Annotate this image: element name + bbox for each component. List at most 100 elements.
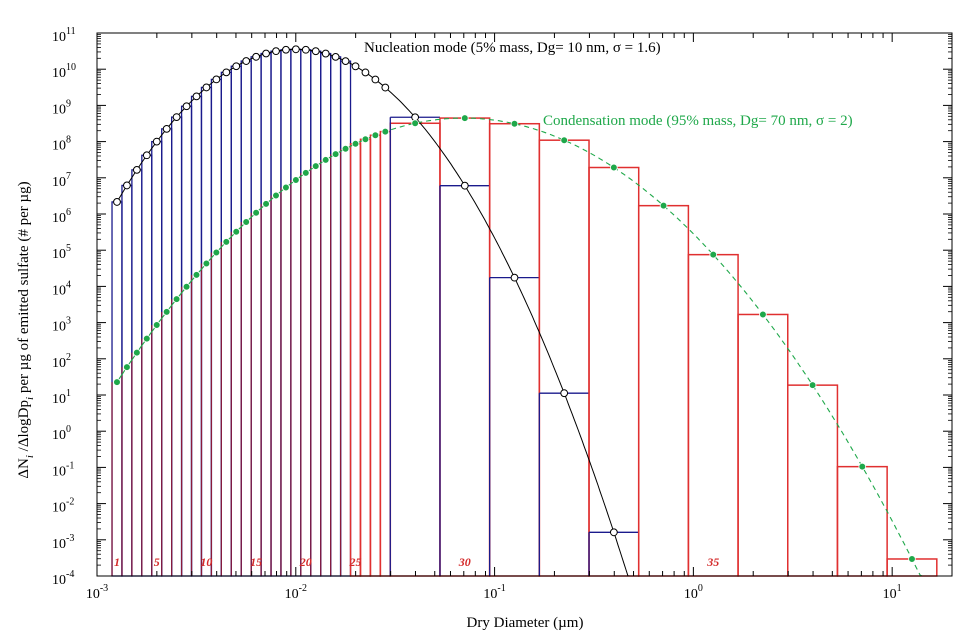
nucleation-mode-label: Nucleation mode (5% mass, Dg= 10 nm, σ =…: [364, 40, 661, 56]
x-tick-base: 10: [684, 587, 698, 602]
y-tick-exponent: 3: [66, 316, 71, 327]
condensation-point-2: [123, 363, 131, 371]
bin-34: [637, 204, 690, 577]
y-tick-label: 1011: [52, 26, 76, 45]
bin-17: [270, 50, 282, 577]
condensation-point-12: [222, 238, 231, 246]
y-tick-base: 10: [52, 139, 66, 154]
bin-32: [538, 139, 590, 577]
axes: 10-3 10-2 10-1 100 10110-410-310-210-1100101…: [52, 26, 953, 602]
nucleation-point-16: [262, 49, 270, 58]
nucleation-point-11: [212, 75, 221, 84]
condensation-point-23: [331, 150, 340, 158]
bin-28: [379, 130, 392, 577]
nucleation-point-2: [123, 181, 131, 190]
bin-number-label: 35: [706, 555, 719, 569]
condensation-point-18: [282, 183, 290, 192]
nucleation-point-9: [192, 92, 201, 101]
condensation-point-28: [381, 127, 390, 136]
x-tick-label: 10-1: [483, 583, 505, 602]
nucleation-point-3: [132, 165, 141, 174]
condensation-point-6: [162, 308, 171, 316]
condensation-point-35: [709, 250, 718, 259]
nucleation-point-31: [510, 273, 519, 282]
y-tick-base: 10: [52, 392, 66, 407]
y-tick-base: 10: [52, 283, 66, 298]
x-tick-exponent: 1: [897, 583, 902, 594]
y-tick-exponent: 2: [66, 352, 71, 363]
y-tick-label: 101: [52, 388, 71, 407]
y-tick-exponent: -1: [66, 460, 74, 471]
y-tick-base: 10: [52, 464, 66, 479]
condensation-point-36: [759, 310, 767, 319]
y-tick-base: 10: [52, 573, 66, 588]
y-tick-label: 103: [52, 316, 71, 335]
condensation-point-34: [659, 201, 668, 210]
y-axis-title: ΔNi /ΔlogDpi per µg of emitted sulfate (…: [16, 181, 36, 478]
condensation-point-9: [192, 271, 201, 279]
bin-25: [349, 143, 362, 577]
y-tick-base: 10: [52, 102, 66, 117]
y-axis-title-sub2: i: [24, 397, 36, 400]
y-tick-exponent: 10: [66, 62, 76, 73]
y-tick-exponent: -3: [66, 533, 74, 544]
nucleation-point-8: [182, 102, 191, 111]
bin-12: [220, 71, 232, 577]
x-tick-base: 10: [883, 587, 897, 602]
y-axis-title-main: ΔN: [16, 458, 32, 479]
x-tick-exponent: -3: [100, 583, 108, 594]
y-tick-base: 10: [52, 320, 66, 335]
bin-18: [280, 49, 292, 577]
y-tick-exponent: 11: [66, 26, 76, 37]
nucleation-point-22: [321, 49, 330, 58]
nucleation-point-4: [142, 151, 151, 160]
nucleation-point-25: [351, 62, 360, 71]
bin-14: [240, 60, 252, 577]
y-tick-label: 104: [52, 279, 71, 298]
y-tick-exponent: 9: [66, 98, 71, 109]
nucleation-point-20: [301, 45, 310, 54]
y-tick-exponent: 1: [66, 388, 71, 399]
condensation-mode-label: Condensation mode (95% mass, Dg= 70 nm, …: [543, 113, 853, 129]
y-tick-exponent: -2: [66, 497, 74, 508]
bin-number-label: 25: [349, 555, 362, 569]
bin-6: [161, 128, 173, 577]
condensation-point-25: [351, 140, 360, 148]
y-axis-title-sub1: i: [24, 455, 36, 458]
bin-13: [230, 65, 242, 577]
nucleation-point-17: [272, 47, 280, 56]
nucleation-point-19: [291, 45, 300, 54]
y-tick-label: 108: [52, 135, 71, 154]
y-tick-label: 107: [52, 171, 71, 190]
condensation-point-1: [113, 378, 121, 386]
bin-5: [151, 140, 163, 577]
condensation-point-13: [232, 227, 241, 236]
condensation-point-20: [302, 169, 310, 177]
nucleation-point-1: [113, 198, 121, 206]
x-tick-exponent: -1: [497, 583, 505, 594]
bin-20: [300, 49, 312, 577]
x-tick-base: 10: [86, 587, 100, 602]
bin-37: [787, 384, 839, 577]
bin-16: [260, 52, 272, 577]
bin-number-labels: 1 5 10 15 20 25 30 35: [114, 555, 719, 569]
nucleation-point-14: [242, 57, 251, 65]
y-tick-label: 106: [52, 207, 71, 226]
y-tick-label: 100: [52, 424, 71, 443]
nucleation-point-33: [609, 528, 618, 537]
plot-frame: [96, 32, 953, 577]
bin-4: [141, 154, 153, 577]
bin-number-label: 10: [200, 555, 212, 569]
x-tick-exponent: -2: [299, 583, 307, 594]
condensation-point-3: [133, 348, 141, 357]
bin-2: [121, 184, 133, 577]
nucleation-point-12: [222, 68, 231, 77]
condensation-point-5: [152, 321, 161, 329]
y-tick-label: 10-3: [52, 533, 74, 552]
bin-33: [588, 166, 640, 577]
mode-curves: [113, 45, 929, 577]
y-tick-label: 10-1: [52, 460, 74, 479]
y-tick-exponent: 5: [66, 243, 71, 254]
y-tick-base: 10: [52, 501, 66, 516]
condensation-point-32: [560, 136, 568, 144]
